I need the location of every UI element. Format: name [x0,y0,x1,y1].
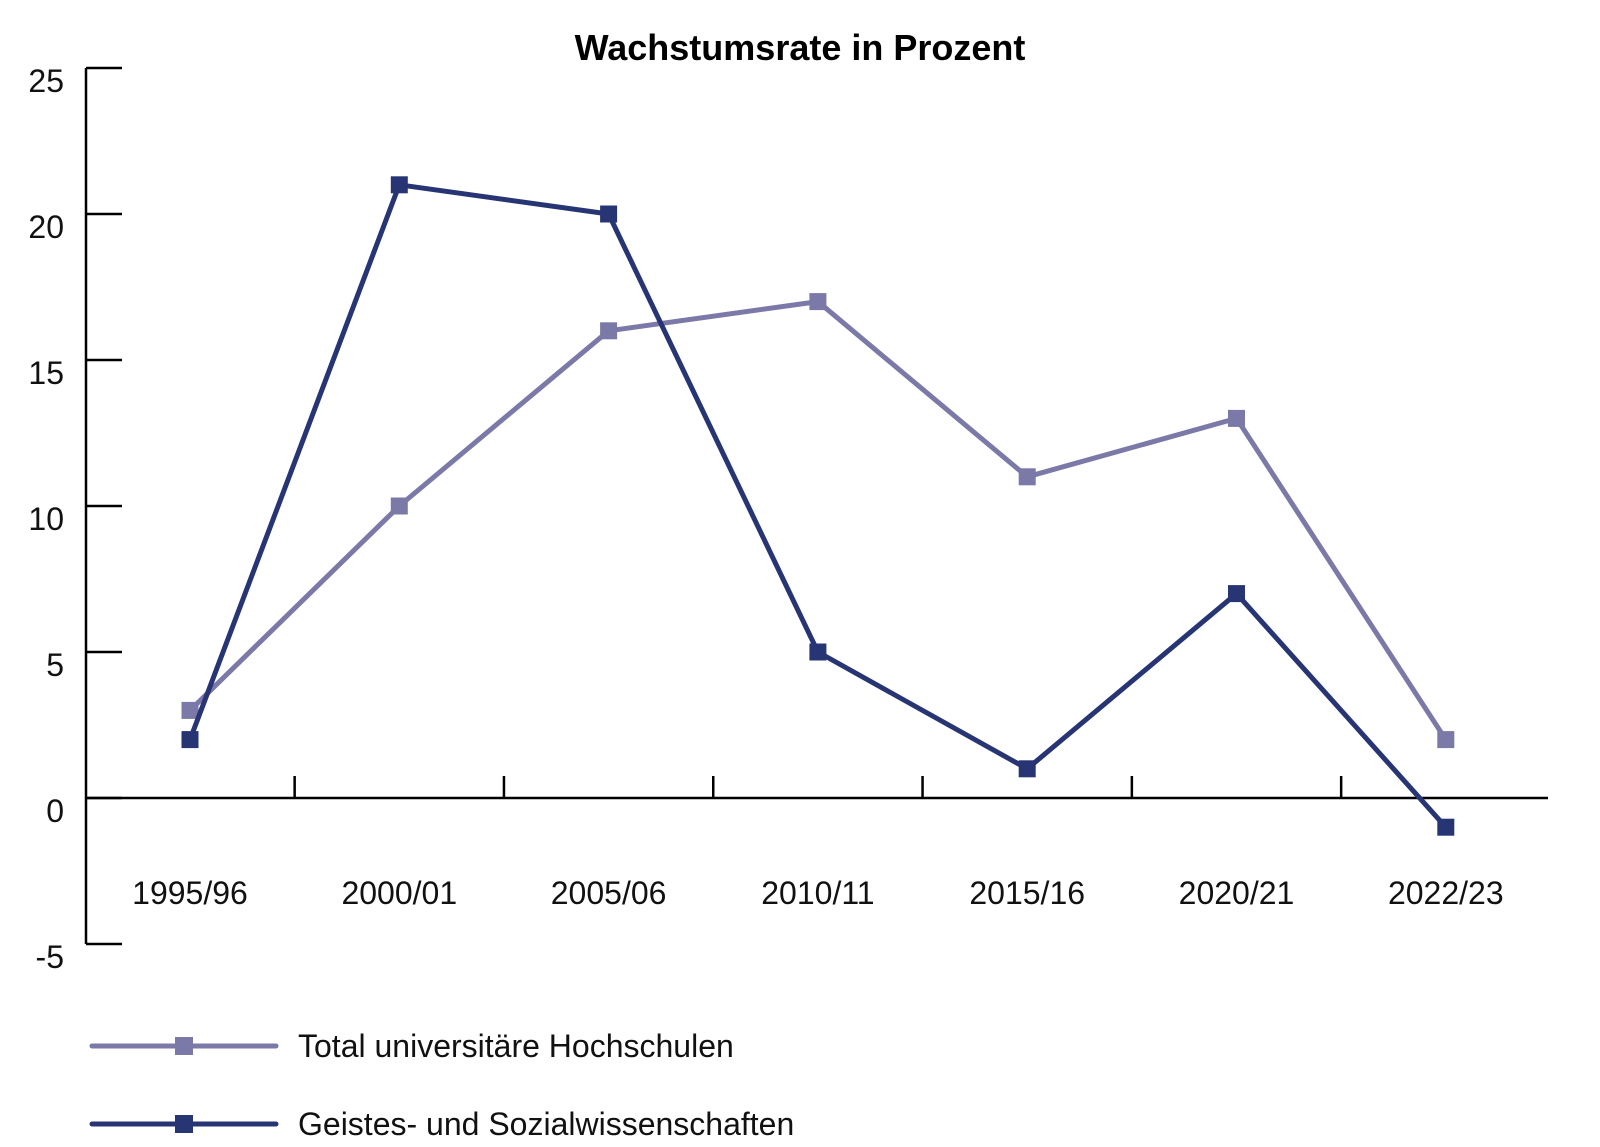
legend-entry-2: Geistes- und Sozialwissenschaften [89,1106,794,1142]
y-tick-label: 20 [28,209,64,245]
x-tick-label: 2015/16 [969,875,1085,911]
data-point [1228,409,1245,427]
x-tick-label: 2022/23 [1388,875,1504,911]
x-axis: 1995/96 2000/01 2005/06 2010/11 2015/16 2020/… [86,776,1548,911]
x-tick-label: 2005/06 [551,875,667,911]
legend-swatch-marker [175,1037,193,1055]
legend-entry-1: Total universitäre Hochschulen [89,1028,734,1064]
data-point [181,731,199,749]
y-tick-label: 25 [28,63,64,99]
data-point [1437,818,1455,836]
data-point [1228,585,1245,603]
chart-title: Wachstumsrate in Prozent [575,27,1026,68]
data-point [1018,760,1036,778]
y-tick-label: -5 [36,939,64,975]
data-point [809,643,827,661]
x-tick-label: 1995/96 [132,875,248,911]
series-line [187,182,1449,830]
data-point [390,176,408,194]
data-point [809,293,827,311]
series-line [187,299,1449,743]
data-point [181,701,199,719]
data-point [600,322,618,340]
data-point [1437,731,1455,749]
y-axis: 25 20 15 10 5 0 -5 [28,63,122,975]
data-point [390,497,408,515]
series-2 [181,176,1455,836]
y-tick-label: 10 [28,501,64,537]
legend-label: Total universitäre Hochschulen [298,1028,734,1064]
series-layer [181,176,1455,836]
y-tick-label: 5 [46,647,64,683]
legend-swatch-marker [175,1115,193,1133]
y-tick-label: 15 [28,355,64,391]
x-tick-label: 2000/01 [341,875,457,911]
x-tick-label: 2010/11 [761,875,874,911]
y-tick-label: 0 [46,793,64,829]
legend-label: Geistes- und Sozialwissenschaften [298,1106,794,1142]
data-point [1018,468,1036,486]
x-tick-label: 2020/21 [1179,875,1295,911]
series-1 [181,293,1455,749]
legend: Total universitäre Hochschulen Geistes- u… [89,1028,794,1142]
data-point [600,205,618,223]
